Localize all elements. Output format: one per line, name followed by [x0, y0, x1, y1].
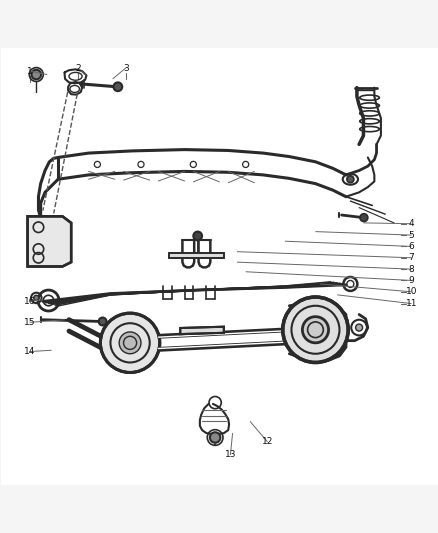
Circle shape — [346, 176, 353, 183]
Polygon shape — [28, 216, 71, 266]
Text: 1: 1 — [27, 67, 32, 76]
Text: 15: 15 — [24, 318, 35, 327]
Circle shape — [209, 432, 220, 443]
Circle shape — [99, 318, 106, 325]
Circle shape — [113, 83, 122, 91]
Text: 2: 2 — [75, 63, 80, 72]
Text: 10: 10 — [405, 287, 416, 296]
Circle shape — [100, 313, 159, 373]
Text: 5: 5 — [408, 231, 413, 240]
Text: 16: 16 — [24, 297, 35, 306]
Text: 4: 4 — [408, 219, 413, 228]
Text: 3: 3 — [123, 63, 128, 72]
Text: 7: 7 — [408, 253, 413, 262]
Circle shape — [359, 214, 367, 222]
Circle shape — [119, 332, 141, 354]
Polygon shape — [180, 327, 223, 334]
Text: 13: 13 — [224, 450, 236, 459]
Circle shape — [302, 317, 328, 343]
Circle shape — [193, 232, 201, 240]
Circle shape — [355, 324, 362, 331]
Circle shape — [34, 295, 39, 301]
Text: 14: 14 — [24, 347, 35, 356]
Text: 11: 11 — [405, 299, 416, 308]
Text: 9: 9 — [408, 276, 413, 285]
Circle shape — [32, 70, 41, 79]
Polygon shape — [169, 253, 223, 258]
Text: 8: 8 — [408, 264, 413, 273]
Circle shape — [282, 297, 347, 362]
Text: 12: 12 — [261, 438, 272, 446]
Text: 6: 6 — [408, 242, 413, 251]
